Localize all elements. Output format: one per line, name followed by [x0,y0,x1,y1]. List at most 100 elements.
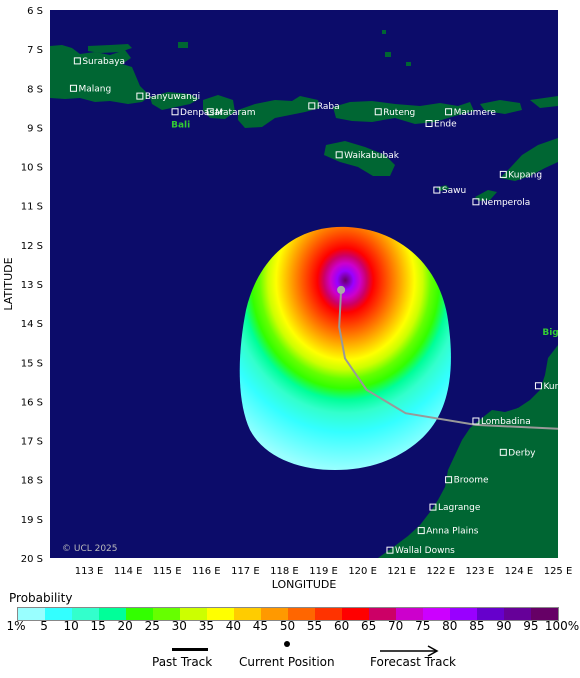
lon-tick-label: 125 E [544,566,573,577]
land-timor [500,138,558,181]
legend-tick-label: 80 [442,619,458,633]
legend-swatch [180,608,207,620]
legend-swatch [234,608,261,620]
land-islet [385,52,391,57]
current-position-label: Current Position [239,655,335,669]
place-label: Broome [454,476,489,486]
lon-tick-label: 119 E [309,566,338,577]
legend-tick-label: 25 [144,619,160,633]
x-axis-title: LONGITUDE [272,578,337,591]
place-label: Waikabubak [344,151,400,161]
land-islet [517,408,526,415]
legend-swatch [261,608,288,620]
legend-swatch [504,608,531,620]
lon-tick-label: 115 E [153,566,182,577]
regions-layer: Bali Bigg [171,120,558,337]
lat-tick-label: 13 S [21,280,43,291]
place-label: Lagrange [438,503,481,513]
place-label: Wallal Downs [395,546,455,556]
lon-tick-label: 113 E [75,566,104,577]
legend-tick-label: 5 [40,619,48,633]
place-label: Raba [317,102,340,112]
place-label: Maumere [454,108,497,118]
place-square-icon [417,527,425,535]
lat-tick-label: 6 S [27,6,43,17]
lat-tick-label: 11 S [21,202,43,213]
lon-tick-label: 122 E [426,566,455,577]
legend-tick-label: 55 [306,619,323,633]
region-label: Bali [171,120,190,130]
place-square-icon [429,503,437,511]
lon-tick-label: 118 E [270,566,299,577]
legend-swatch [72,608,99,620]
land-madura [88,44,132,53]
place-marker: Malang [69,84,111,94]
place-marker: Anna Plains [417,527,479,537]
place-square-icon [433,186,441,194]
place-label: Surabaya [82,57,125,67]
place-label: Malang [78,84,111,94]
y-axis-title: LATITUDE [2,257,15,310]
place-marker: Lombadina [472,417,531,427]
land-alor [480,100,522,114]
place-square-icon [534,382,542,390]
place-square-icon [386,546,394,554]
lat-tick-label: 12 S [21,241,43,252]
place-square-icon [73,57,81,65]
legend-swatch [423,608,450,620]
lat-tick-label: 14 S [21,319,43,330]
land-sumbawa [238,96,320,128]
legend-tick-label: 35 [198,619,214,633]
place-marker: Ende [425,120,457,130]
legend-tick-label: 20 [117,619,133,633]
legend-color-bar [17,607,559,621]
legend-tick-label: 75 [415,619,431,633]
past-track-line [338,289,558,430]
lon-tick-label: 121 E [387,566,416,577]
lon-tick-label: 123 E [466,566,495,577]
lat-tick-label: 16 S [21,397,43,408]
lon-tick-label: 124 E [505,566,534,577]
land-flores [333,101,474,124]
land-lombok [203,95,235,119]
legend-swatch [207,608,234,620]
lon-tick-label: 116 E [192,566,221,577]
legend-swatch [45,608,72,620]
place-marker: Raba [308,102,340,112]
lat-tick-label: 19 S [21,515,43,526]
legend-title: Probability [9,591,73,605]
legend-tick-label: 10 [63,619,79,633]
place-label: Denpasar [180,108,224,118]
place-square-icon [69,84,77,92]
forecast-track-label: Forecast Track [370,655,456,669]
place-marker: Kuri Bay [534,382,558,392]
place-square-icon [445,108,453,116]
land-java [50,45,150,104]
place-label: Ende [434,120,457,130]
place-square-icon [445,476,453,484]
place-marker: Waikabubak [335,151,400,161]
lat-tick-label: 18 S [21,476,43,487]
legend-swatch [450,608,477,620]
legend-tick-label: 90 [496,619,512,633]
place-marker: Kupang [499,170,542,180]
land-bali [150,92,199,110]
place-label: Nemperola [481,198,530,208]
lat-tick-label: 20 S [21,554,43,565]
lat-tick-label: 15 S [21,358,43,369]
latitude-axis: 6 S 7 S 8 S 9 S 10 S 11 S 12 S 13 S 14 S 15 S 16 S… [21,6,43,565]
legend-tick-label: 100% [544,619,580,633]
legend-tick-labels: 1% 5 10 15 20 25 30 35 40 45 50 55 60 65 70 75 80 85 90 95 1… [0,619,580,635]
longitude-axis: 113 E 114 E 115 E 116 E 117 E 118 E 119 E 120 E… [75,566,573,577]
place-label: Lombadina [481,417,531,427]
place-square-icon [499,448,507,456]
place-marker: Lagrange [429,503,481,513]
place-square-icon [136,92,144,100]
land-sumba [324,141,395,176]
current-position-dot [284,641,290,647]
place-marker: Nemperola [472,198,530,208]
past-track-label: Past Track [152,655,213,669]
legend-swatch [153,608,180,620]
place-square-icon [425,120,433,128]
